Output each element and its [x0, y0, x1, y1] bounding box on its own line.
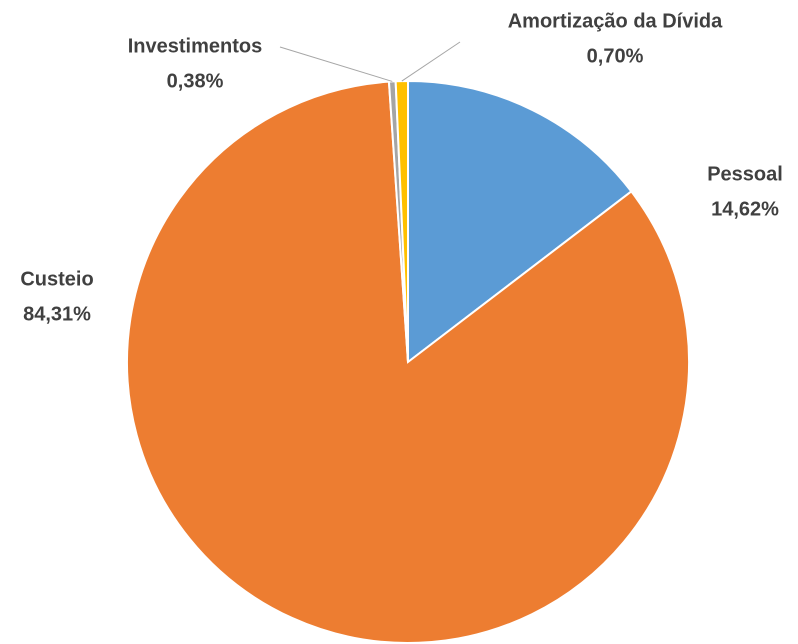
- pie-slice: [126, 80, 690, 644]
- slice-label: Amortização da Dívida: [508, 10, 723, 32]
- leader-line: [401, 41, 461, 82]
- slice-label: Pessoal: [707, 163, 783, 185]
- slice-value-label: 14,62%: [711, 198, 779, 220]
- slice-value-label: 84,31%: [23, 303, 91, 325]
- leader-line: [279, 46, 393, 82]
- pie-slice: [407, 79, 633, 365]
- slice-label: Custeio: [20, 268, 93, 290]
- slice-label: Investimentos: [128, 35, 262, 57]
- slice-value-label: 0,38%: [167, 70, 224, 92]
- slice-value-label: 0,70%: [587, 45, 644, 67]
- pie-slice: [394, 79, 409, 363]
